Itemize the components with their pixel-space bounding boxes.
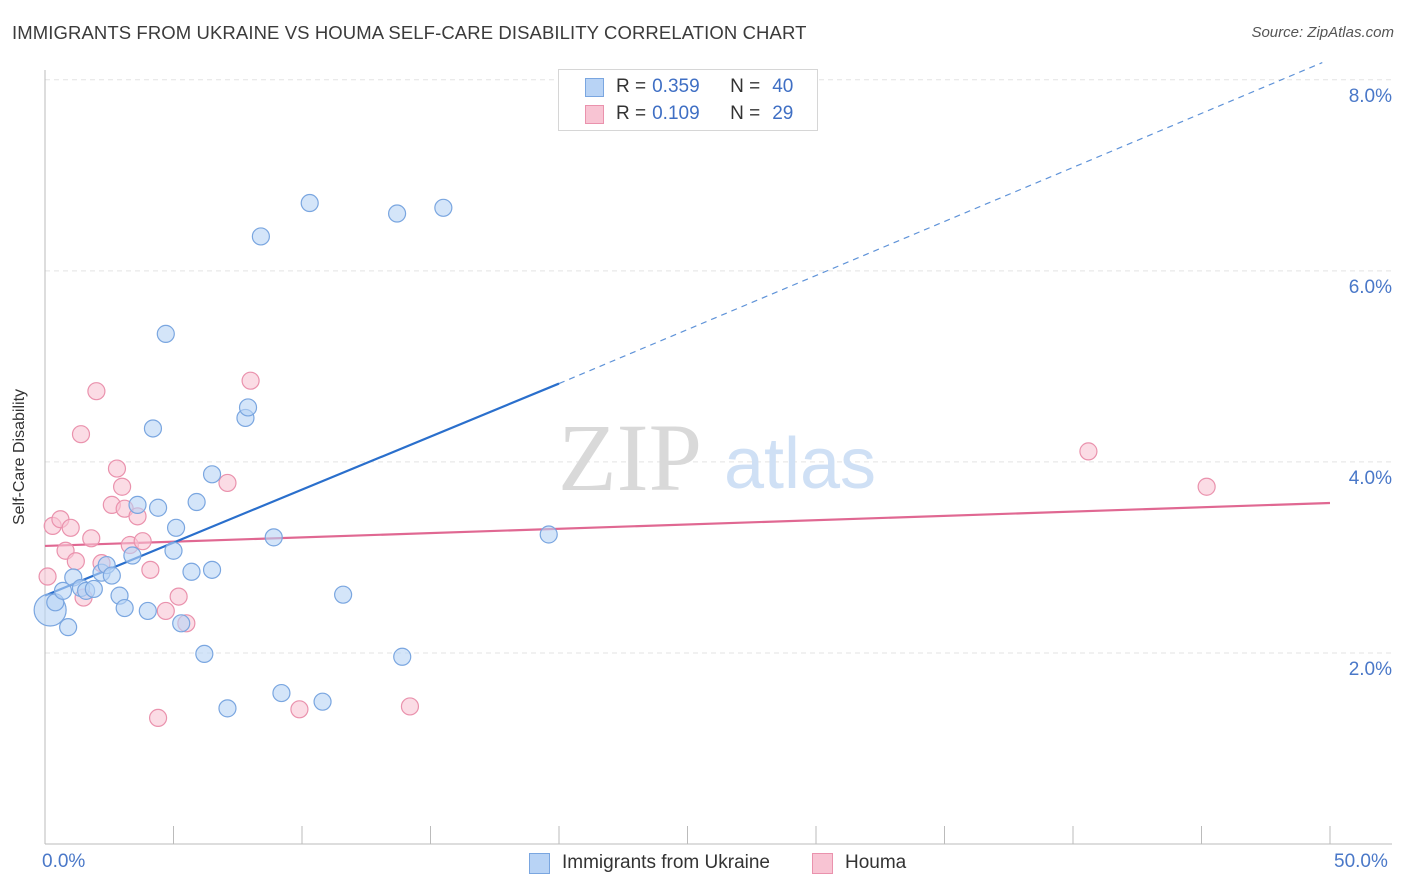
ukraine-point — [182, 562, 201, 581]
houma-point — [66, 552, 85, 571]
r-value: 0.109 — [652, 103, 700, 124]
ukraine-points — [33, 193, 558, 718]
ukraine-point — [393, 647, 412, 666]
ukraine-point — [202, 465, 222, 484]
watermark-zip: ZIP — [558, 404, 702, 511]
ukraine-point — [264, 528, 283, 547]
gridlines — [45, 79, 1392, 654]
series-legend-ukraine: Immigrants from Ukraine — [529, 852, 770, 874]
ukraine-point — [102, 566, 121, 585]
ukraine-point — [115, 598, 134, 618]
houma-trend-line — [44, 501, 1331, 548]
houma-point — [133, 532, 152, 551]
houma-point — [156, 601, 175, 621]
houma-point — [38, 567, 57, 586]
ukraine-point — [202, 560, 222, 579]
n-label: N = — [730, 76, 761, 97]
ukraine-point — [166, 518, 186, 537]
houma-legend-swatch — [812, 852, 833, 874]
ukraine-point — [156, 324, 175, 343]
watermark: ZIP atlas — [558, 404, 876, 511]
ukraine-legend-label: Immigrants from Ukraine — [562, 852, 770, 873]
ukraine-point — [148, 498, 168, 517]
y-tick-label: 6.0% — [1348, 277, 1392, 298]
houma-point — [141, 560, 160, 579]
ukraine-point — [334, 585, 353, 604]
houma-point — [82, 529, 101, 548]
ukraine-point — [172, 614, 191, 633]
trend-lines — [44, 62, 1331, 597]
houma-legend-label: Houma — [845, 852, 907, 873]
houma-point — [218, 473, 237, 493]
houma-point — [1197, 477, 1216, 496]
r-value: 0.359 — [652, 76, 700, 97]
houma-point — [1079, 442, 1098, 461]
ukraine-swatch — [585, 77, 604, 97]
y-tick-label: 8.0% — [1348, 86, 1392, 107]
houma-point — [290, 700, 309, 719]
ukraine-point — [300, 193, 319, 213]
ukraine-point — [539, 525, 558, 544]
watermark-atlas: atlas — [724, 424, 876, 504]
n-value: 29 — [772, 103, 794, 124]
chart-title: IMMIGRANTS FROM UKRAINE VS HOUMA SELF-CA… — [12, 22, 807, 43]
ukraine-point — [238, 398, 258, 417]
ukraine-point — [84, 579, 103, 599]
y-axis-label: Self-Care Disability — [11, 388, 28, 526]
chart-source: Source: ZipAtlas.com — [1251, 24, 1394, 41]
ukraine-point — [387, 204, 407, 223]
ukraine-point — [164, 541, 183, 560]
ukraine-point — [143, 419, 163, 438]
houma-point — [148, 708, 168, 728]
x-tick-label-min: 0.0% — [42, 851, 86, 872]
ukraine-point — [251, 227, 270, 246]
axes — [44, 70, 1392, 845]
houma-point — [169, 587, 188, 606]
ukraine-point — [218, 699, 237, 718]
houma-point — [400, 697, 420, 716]
houma-point — [87, 382, 106, 401]
r-label: R = — [616, 103, 647, 124]
ukraine-point — [434, 198, 453, 217]
ukraine-point — [128, 495, 147, 514]
x-tick-label-max: 50.0% — [1334, 851, 1388, 872]
ukraine-point — [53, 581, 73, 600]
ukraine-point — [138, 601, 157, 621]
houma-swatch — [585, 104, 604, 124]
houma-point — [241, 371, 260, 390]
y-tick-label: 4.0% — [1348, 468, 1392, 489]
ukraine-point — [195, 644, 214, 664]
r-label: R = — [616, 76, 647, 97]
ukraine-point — [123, 546, 142, 565]
legend-row-ukraine: R = 0.359 N = 40 — [585, 76, 802, 98]
houma-point — [61, 518, 80, 537]
ukraine-point — [313, 692, 332, 711]
houma-point — [107, 459, 127, 478]
houma-point — [112, 477, 132, 496]
y-tick-label: 2.0% — [1348, 659, 1392, 680]
ukraine-point — [187, 492, 206, 512]
stats-legend: R = 0.359 N = 40 R = 0.109 N = 29 — [558, 69, 818, 131]
ukraine-point — [59, 618, 78, 637]
ukraine-point — [272, 683, 291, 703]
n-value: 40 — [772, 76, 794, 97]
series-legend-houma: Houma — [812, 852, 906, 874]
n-label: N = — [730, 103, 761, 124]
houma-point — [71, 425, 91, 444]
ukraine-legend-swatch — [529, 852, 550, 874]
legend-row-houma: R = 0.109 N = 29 — [585, 103, 802, 125]
